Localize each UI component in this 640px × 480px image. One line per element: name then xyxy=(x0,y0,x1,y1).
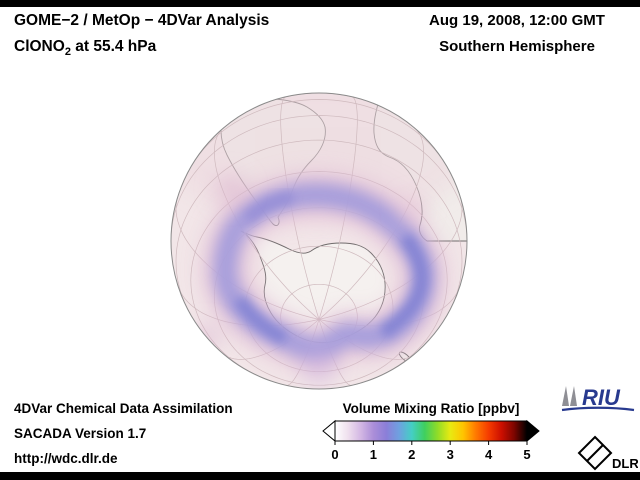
globe-svg xyxy=(170,92,468,390)
island-small-southwest xyxy=(204,350,214,358)
tick-label-0: 0 xyxy=(331,447,338,462)
colorbar-ticks xyxy=(334,441,528,445)
cathedral-icon xyxy=(562,386,577,406)
footer-url: http://wdc.dlr.de xyxy=(14,451,118,466)
colorbar-arrow-left xyxy=(322,419,336,443)
tick-label-4: 4 xyxy=(485,447,493,462)
clono2-patch-upper-right xyxy=(400,196,426,222)
pressure-level: at 55.4 hPa xyxy=(70,37,157,55)
colorbar: 0 1 2 3 4 5 xyxy=(322,419,540,467)
bottom-border-bar xyxy=(0,472,640,480)
tick-label-1: 1 xyxy=(370,447,377,462)
colorbar-svg: 0 1 2 3 4 5 xyxy=(322,419,540,462)
header-left: GOME−2 / MetOp − 4DVar Analysis ClONO2 a… xyxy=(14,13,269,58)
island-new-zealand-south xyxy=(408,362,424,374)
dlr-logo-text: DLR xyxy=(612,456,638,471)
hemisphere-label: Southern Hemisphere xyxy=(439,38,595,55)
species-level-title: ClONO2 at 55.4 hPa xyxy=(14,37,269,58)
clono2-patch-upper-left xyxy=(215,173,247,205)
globe-limb xyxy=(170,92,468,390)
riu-logo-svg: RIU xyxy=(561,385,635,412)
footer-assimilation-label: 4DVar Chemical Data Assimilation xyxy=(14,401,233,416)
tick-label-5: 5 xyxy=(523,447,530,462)
clono2-ring-accent-east xyxy=(379,233,429,339)
clono2-ring-accent-southwest xyxy=(233,295,289,345)
top-border-bar xyxy=(0,0,640,7)
colorbar-arrow-right xyxy=(526,419,540,443)
globe-map xyxy=(169,91,469,391)
header-right: Aug 19, 2008, 12:00 GMT Southern Hemisph… xyxy=(402,13,632,54)
dlr-logo-svg: DLR xyxy=(577,435,639,471)
clono2-patch-south xyxy=(301,347,337,383)
tick-label-2: 2 xyxy=(408,447,415,462)
species-name: ClONO xyxy=(14,37,65,55)
page-title: GOME−2 / MetOp − 4DVar Analysis xyxy=(14,12,270,29)
dlr-emblem-icon xyxy=(577,435,613,471)
riu-logo: RIU xyxy=(560,379,636,415)
dlr-logo: DLR xyxy=(576,434,639,472)
colorbar-gradient-bar xyxy=(334,420,528,442)
footer-version-label: SACADA Version 1.7 xyxy=(14,426,147,441)
tick-label-3: 3 xyxy=(447,447,454,462)
clono2-ring-accent-northwest xyxy=(242,191,295,224)
species-subscript: 2 xyxy=(64,45,71,58)
riu-underline xyxy=(561,406,635,412)
colorbar-label: Volume Mixing Ratio [ppbv] xyxy=(342,401,520,416)
datetime-label: Aug 19, 2008, 12:00 GMT xyxy=(429,12,605,29)
riu-logo-text: RIU xyxy=(582,385,621,410)
